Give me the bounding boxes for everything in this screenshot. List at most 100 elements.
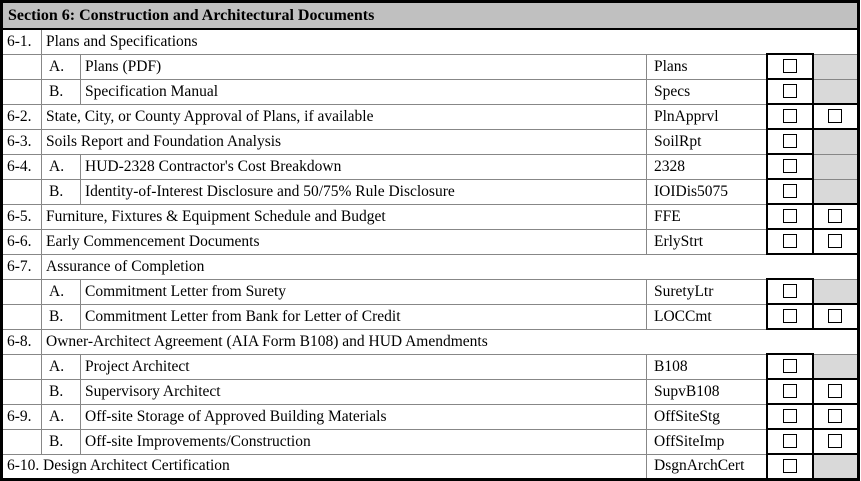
checkbox-cell-1 (765, 353, 814, 380)
item-letter-cell: B. (41, 428, 81, 455)
checkbox-cell-2 (811, 403, 860, 430)
checkbox[interactable] (828, 108, 843, 123)
table-row: A. Commitment Letter from Surety SuretyLtr (1, 278, 860, 305)
table-row: 6-6. Early Commencement Documents ErlyStrt (1, 228, 860, 255)
table-row: B. Specification Manual Specs (1, 78, 860, 105)
item-number-cell: 6-2. (1, 103, 42, 130)
checkbox[interactable] (782, 133, 797, 148)
table-body: 6-1. Plans and Specifications A. Plans (PDF… (1, 28, 860, 481)
na-cell (811, 278, 860, 305)
na-cell (811, 128, 860, 155)
table-row: 6-4. A. HUD-2328 Contractor's Cost Breakdo… (1, 153, 860, 180)
checkbox-cell-1 (765, 403, 814, 430)
checkbox-cell-2 (811, 378, 860, 405)
checkbox[interactable] (828, 408, 843, 423)
item-code-cell: 2328 (646, 153, 767, 180)
checkbox[interactable] (782, 58, 797, 73)
checkbox[interactable] (828, 433, 843, 448)
checkbox[interactable] (782, 233, 797, 248)
item-description-cell: Furniture, Fixtures & Equipment Schedule… (41, 203, 647, 230)
checkbox[interactable] (782, 108, 797, 123)
table-row: B. Off-site Improvements/Construction OffS… (1, 428, 860, 455)
checkbox-cell-1 (765, 153, 814, 180)
item-code-cell: SupvB108 (646, 378, 767, 405)
item-description-cell: Early Commencement Documents (41, 228, 647, 255)
item-description-cell: Identity-of-Interest Disclosure and 50/7… (80, 178, 647, 205)
checkbox[interactable] (782, 308, 797, 323)
item-letter-cell: A. (41, 353, 81, 380)
table-row: B. Commitment Letter from Bank for Letter… (1, 303, 860, 330)
table-row: 6-3. Soils Report and Foundation Analysis… (1, 128, 860, 155)
item-number-cell (1, 428, 42, 455)
checkbox-cell-2 (811, 428, 860, 455)
checkbox-cell-1 (765, 378, 814, 405)
na-cell (811, 353, 860, 380)
item-description-cell: Project Architect (80, 353, 647, 380)
item-letter-cell: A. (41, 153, 81, 180)
item-number-cell (1, 278, 42, 305)
item-letter-cell: A. (41, 403, 81, 430)
item-code-cell: OffSiteImp (646, 428, 767, 455)
checkbox[interactable] (782, 208, 797, 223)
checkbox[interactable] (782, 158, 797, 173)
checkbox[interactable] (782, 408, 797, 423)
checkbox-cell-1 (765, 203, 814, 230)
checkbox[interactable] (782, 83, 797, 98)
table-row: 6-9. A. Off-site Storage of Approved Build… (1, 403, 860, 430)
checkbox[interactable] (782, 283, 797, 298)
item-code-cell: OffSiteStg (646, 403, 767, 430)
item-description: Design Architect Certification (43, 457, 230, 475)
table-row: A. Project Architect B108 (1, 353, 860, 380)
table-row: 6-1. Plans and Specifications (1, 28, 860, 55)
checkbox-cell-1 (765, 128, 814, 155)
item-code-cell: IOIDis5075 (646, 178, 767, 205)
item-number-cell: 6-7. (1, 253, 42, 280)
item-number-cell: 6-1. (1, 28, 42, 55)
na-cell (811, 153, 860, 180)
checkbox-cell-1 (765, 78, 814, 105)
table-row: A. Plans (PDF) Plans (1, 53, 860, 80)
na-cell (811, 53, 860, 80)
checkbox[interactable] (828, 233, 843, 248)
section-title: Section 6: Construction and Architectura… (0, 0, 860, 30)
na-cell (811, 78, 860, 105)
checkbox[interactable] (828, 308, 843, 323)
item-number-cell: 6-4. (1, 153, 42, 180)
item-description-cell: Assurance of Completion (40, 253, 860, 280)
checkbox-cell-1 (765, 428, 814, 455)
item-number-cell (1, 353, 42, 380)
item-description-cell: Commitment Letter from Bank for Letter o… (80, 303, 647, 330)
checkbox[interactable] (782, 433, 797, 448)
item-number-cell: 6-5. (1, 203, 42, 230)
item-letter-cell: B. (41, 178, 81, 205)
checkbox-cell-1 (765, 103, 814, 130)
table-row: B. Supervisory Architect SupvB108 (1, 378, 860, 405)
checkbox-cell-1 (765, 303, 814, 330)
checkbox[interactable] (782, 183, 797, 198)
item-letter-cell: A. (41, 278, 81, 305)
item-description-cell: Supervisory Architect (80, 378, 647, 405)
checkbox[interactable] (782, 458, 797, 473)
item-code-cell: Specs (646, 78, 767, 105)
section-header-row: Section 6: Construction and Architectura… (0, 0, 860, 30)
checkbox[interactable] (828, 208, 843, 223)
item-number-cell: 6-3. (1, 128, 42, 155)
checkbox-cell-1 (765, 228, 814, 255)
item-letter-cell: B. (41, 303, 81, 330)
item-code-cell: B108 (646, 353, 767, 380)
item-description-cell: Off-site Storage of Approved Building Ma… (80, 403, 647, 430)
item-description-cell: State, City, or County Approval of Plans… (41, 103, 647, 130)
item-number-cell (1, 78, 42, 105)
checkbox[interactable] (828, 383, 843, 398)
item-letter-cell: B. (41, 378, 81, 405)
checkbox[interactable] (782, 383, 797, 398)
item-number-cell (1, 303, 42, 330)
checkbox[interactable] (782, 358, 797, 373)
item-number-cell (1, 178, 42, 205)
item-description-cell: Plans and Specifications (40, 28, 860, 55)
checkbox-cell-2 (811, 228, 860, 255)
item-description-cell: Off-site Improvements/Construction (80, 428, 647, 455)
item-description-cell: Owner-Architect Agreement (AIA Form B108… (40, 328, 860, 355)
